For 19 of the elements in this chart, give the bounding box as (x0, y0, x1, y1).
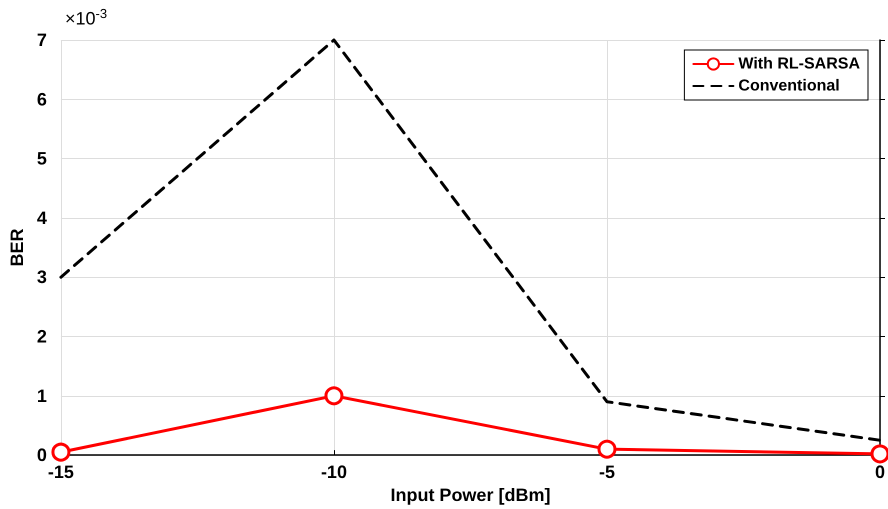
y-tick-label: 2 (36, 326, 47, 346)
y-tick-label: 1 (36, 386, 47, 406)
y-tick-label: 0 (36, 445, 47, 466)
point (324, 386, 344, 406)
x-tick-label: -15 (48, 462, 74, 482)
legend-label: Conventional (738, 78, 840, 94)
y-axis-title: BER (7, 228, 27, 267)
y-tick-label: 7 (36, 30, 47, 50)
x-axis-title: Input Power [dBm] (390, 485, 550, 505)
y-tick-label: 6 (36, 89, 47, 110)
x-tick-label: -10 (320, 462, 347, 482)
legend-label: With RL-SARSA (738, 56, 860, 72)
y-tick-label: 5 (36, 148, 47, 169)
y-tick-label: 3 (36, 267, 47, 288)
x-tick-label: 0 (874, 462, 885, 482)
point (597, 440, 616, 459)
x-tick-label: -5 (598, 462, 615, 482)
point (51, 442, 70, 462)
y-tick-label: 4 (36, 208, 47, 228)
